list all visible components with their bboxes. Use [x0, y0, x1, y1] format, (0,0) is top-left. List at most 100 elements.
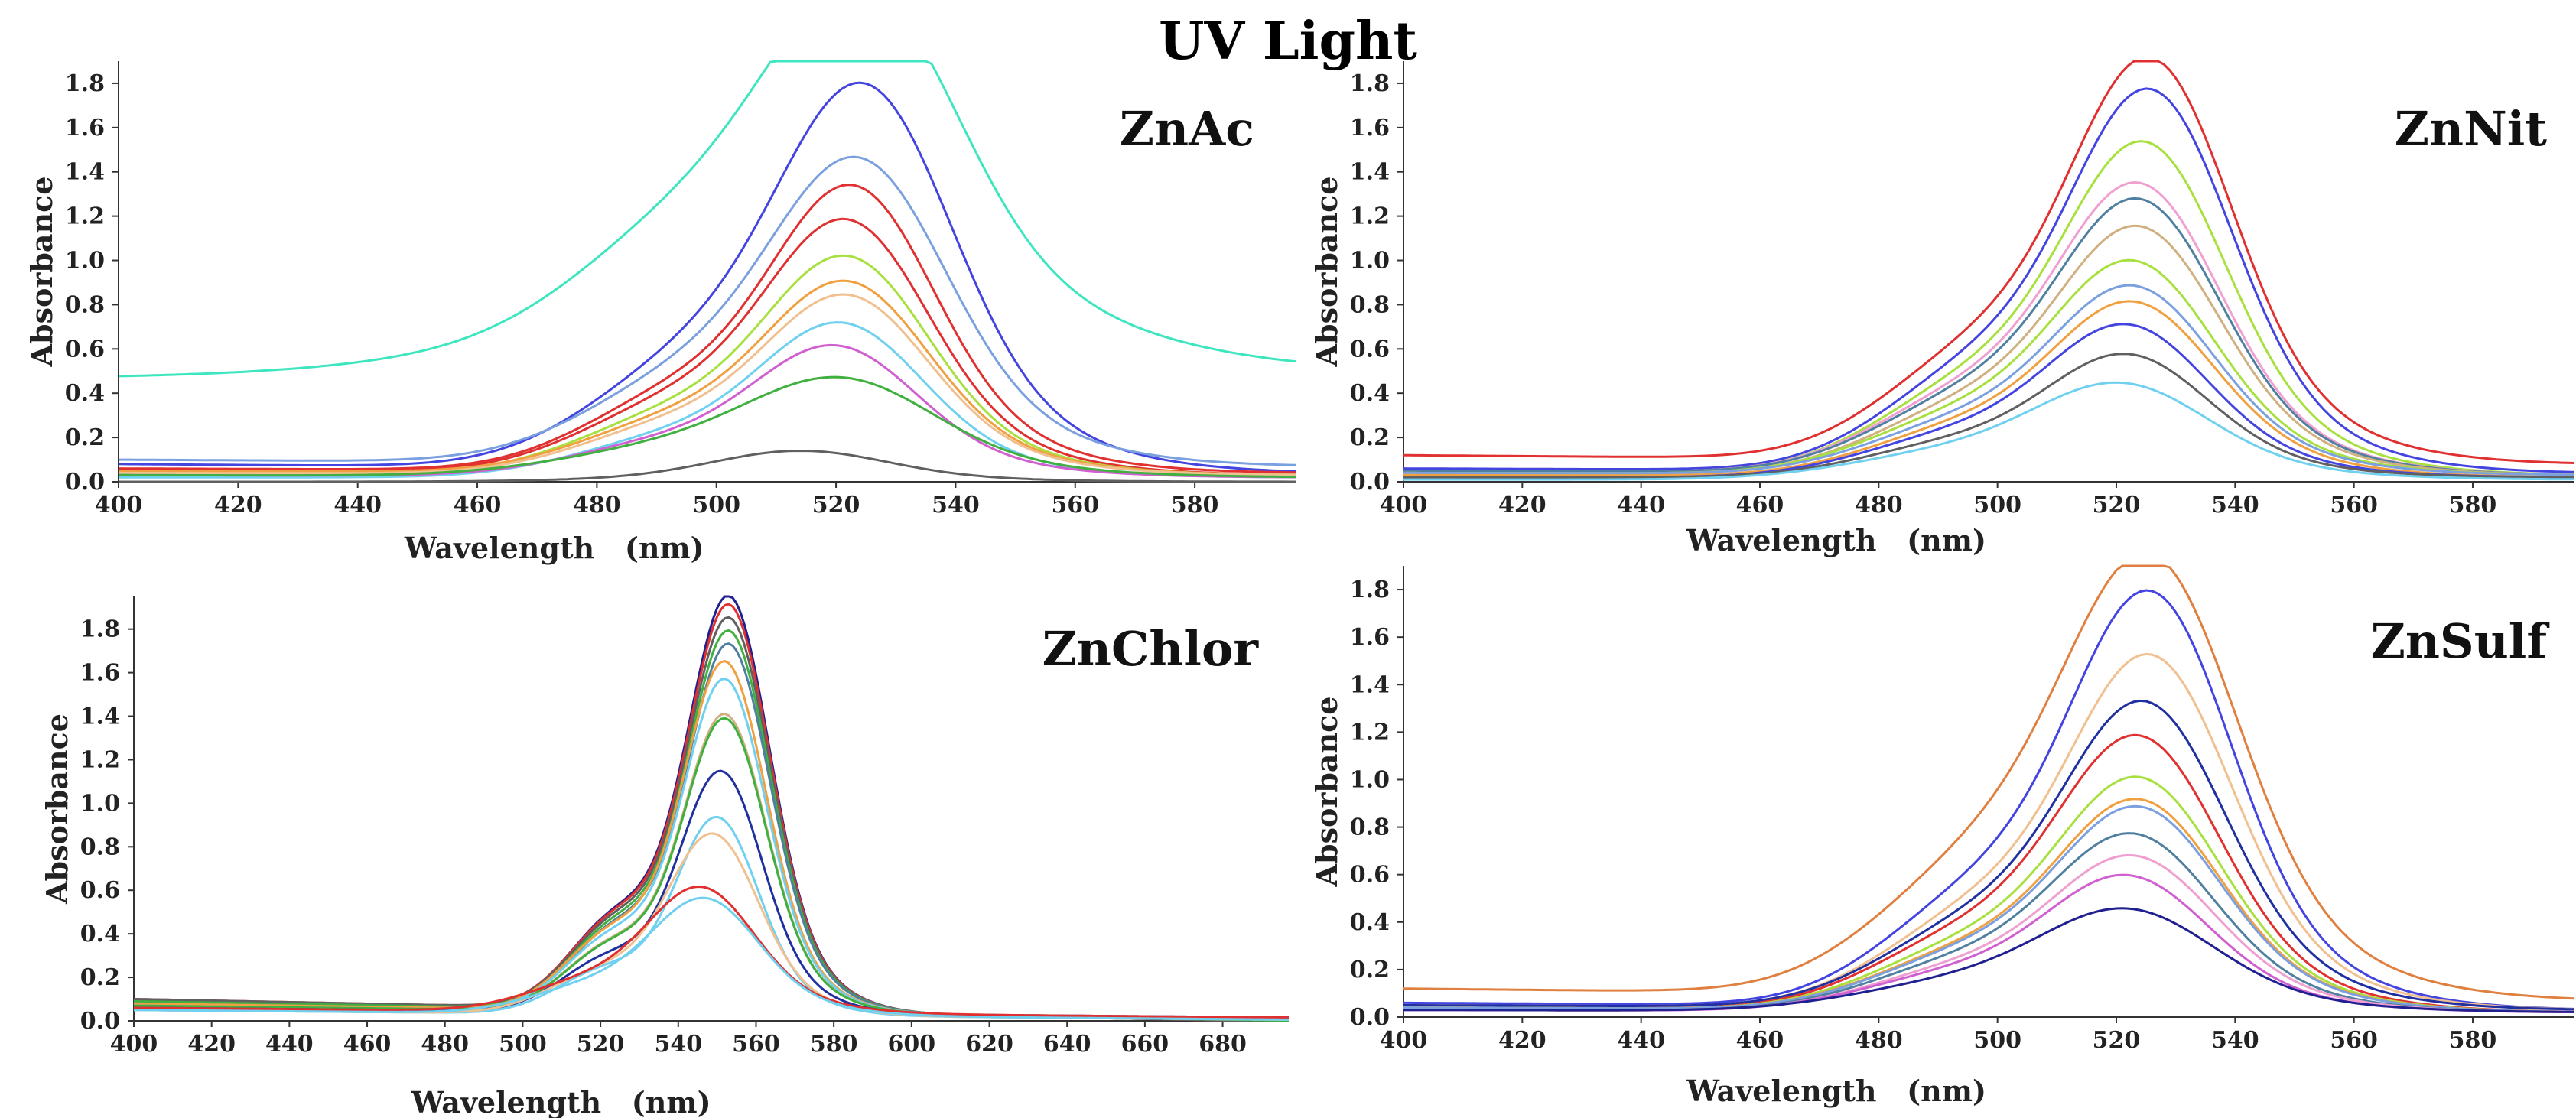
x-tick-label: 440: [265, 1031, 314, 1058]
series-line-2: [118, 81, 1297, 473]
x-axis-label: Wavelength (nm): [411, 1085, 711, 1118]
y-tick-label: 0.6: [1350, 862, 1390, 889]
y-tick-label: 0.8: [65, 291, 105, 318]
x-tick-label: 480: [1855, 492, 1903, 518]
x-tick-label: 580: [2449, 492, 2497, 518]
y-tick-label: 0.6: [1350, 336, 1390, 362]
x-tick-label: 400: [95, 492, 143, 518]
series-line-12: [119, 449, 1296, 483]
panel-title: ZnChlor: [1042, 621, 1260, 677]
x-tick-label: 480: [573, 492, 621, 518]
y-tick-label: 0.8: [1350, 291, 1390, 318]
series-line-5: [1403, 197, 2574, 476]
y-tick-label: 1.0: [80, 790, 120, 817]
series-line-8: [1403, 804, 2574, 1013]
x-tick-label: 520: [577, 1031, 625, 1058]
series-line-12: [1403, 907, 2574, 1013]
series-line-12: [1403, 381, 2574, 481]
series-line-4: [1403, 699, 2574, 1011]
x-tick-label: 560: [2330, 1027, 2378, 1054]
y-tick-label: 0.2: [65, 424, 105, 451]
series-line-8: [1403, 284, 2574, 476]
y-axis-label: Absorbance: [40, 713, 74, 905]
series-line-14: [134, 896, 1289, 1021]
y-tick-label: 0.4: [80, 921, 120, 947]
y-tick-label: 1.6: [1350, 115, 1390, 141]
series-line-2: [1403, 87, 2574, 473]
x-tick-label: 500: [692, 492, 740, 518]
x-tick-label: 420: [1498, 492, 1547, 518]
series-line-10: [119, 343, 1296, 479]
x-tick-label: 480: [421, 1031, 469, 1058]
y-tick-label: 1.2: [80, 746, 120, 773]
x-tick-label: 680: [1199, 1031, 1247, 1058]
panel-title: ZnSulf: [2371, 613, 2550, 669]
y-tick-label: 1.0: [1350, 248, 1390, 275]
y-axis-label: Absorbance: [24, 177, 59, 368]
x-tick-label: 600: [888, 1031, 936, 1058]
x-tick-label: 400: [110, 1031, 158, 1058]
x-tick-label: 440: [1617, 492, 1665, 518]
x-tick-label: 540: [932, 492, 980, 518]
y-tick-label: 0.2: [1350, 957, 1390, 983]
series-line-11: [119, 375, 1296, 479]
y-tick-label: 0.0: [80, 1008, 120, 1035]
series-line-13: [133, 885, 1289, 1019]
y-tick-label: 0.6: [65, 336, 105, 362]
y-tick-label: 0.2: [1350, 424, 1390, 451]
chart-znac: 400 420 440 460 480 500 520 540 560 580 0.0 0.2 0.4 0…: [24, 60, 1297, 565]
x-tick-label: 520: [812, 492, 860, 518]
x-tick-label: 640: [1043, 1031, 1091, 1058]
series-line-3: [119, 155, 1297, 466]
series-line-1: [1403, 564, 2574, 1000]
series-line-7: [118, 279, 1297, 476]
y-tick-label: 1.6: [80, 660, 120, 687]
y-tick-label: 1.8: [1350, 577, 1390, 603]
series-line-11: [1403, 353, 2574, 479]
series-line-8: [134, 712, 1290, 1020]
panel-title: ZnNit: [2395, 101, 2548, 157]
y-axis-label: Absorbance: [1309, 177, 1344, 368]
y-tick-label: 1.8: [65, 70, 105, 97]
x-tick-label: 660: [1121, 1031, 1169, 1058]
x-tick-label: 420: [187, 1031, 236, 1058]
series-line-4: [1403, 180, 2574, 476]
series-line-2: [1403, 589, 2574, 1010]
x-tick-label: 400: [1380, 492, 1428, 518]
x-tick-label: 460: [454, 492, 502, 518]
y-tick-label: 1.8: [80, 616, 120, 643]
x-tick-label: 460: [1736, 492, 1784, 518]
x-tick-label: 580: [2449, 1027, 2497, 1054]
x-tick-label: 540: [2211, 1027, 2259, 1054]
y-tick-label: 1.2: [1350, 203, 1390, 230]
series-line-7: [1403, 798, 2574, 1013]
x-tick-label: 540: [654, 1031, 702, 1058]
y-tick-label: 0.0: [65, 469, 105, 496]
series-line-6: [133, 660, 1290, 1021]
x-tick-label: 480: [1855, 1027, 1903, 1054]
y-tick-label: 1.6: [65, 115, 105, 141]
series-line-9: [134, 717, 1290, 1020]
x-tick-label: 520: [2093, 492, 2141, 518]
x-tick-label: 540: [2211, 492, 2259, 518]
y-tick-label: 1.2: [65, 203, 105, 230]
series-line-4: [133, 629, 1289, 1022]
y-tick-label: 0.0: [1350, 1004, 1390, 1031]
y-tick-label: 0.6: [80, 877, 120, 904]
y-tick-label: 1.6: [1350, 624, 1390, 651]
x-tick-label: 560: [1051, 492, 1099, 518]
y-tick-label: 1.8: [1350, 70, 1390, 97]
series-line-6: [1403, 224, 2574, 476]
series-line-5: [133, 642, 1290, 1021]
x-tick-label: 500: [499, 1031, 547, 1058]
y-tick-label: 1.0: [65, 248, 105, 275]
figure-title: UV Light: [1159, 11, 1417, 72]
chart-znnit: 400 420 440 460 480 500 520 540 560 580 0.0 0.2 0.4 0…: [1309, 60, 2574, 557]
x-tick-label: 560: [2330, 492, 2378, 518]
y-tick-label: 1.4: [1350, 671, 1390, 698]
x-tick-label: 460: [343, 1031, 392, 1058]
series-line-10: [133, 769, 1289, 1019]
series-line-1: [118, 60, 1297, 378]
x-axis-label: Wavelength (nm): [404, 531, 704, 565]
x-tick-label: 440: [333, 492, 382, 518]
